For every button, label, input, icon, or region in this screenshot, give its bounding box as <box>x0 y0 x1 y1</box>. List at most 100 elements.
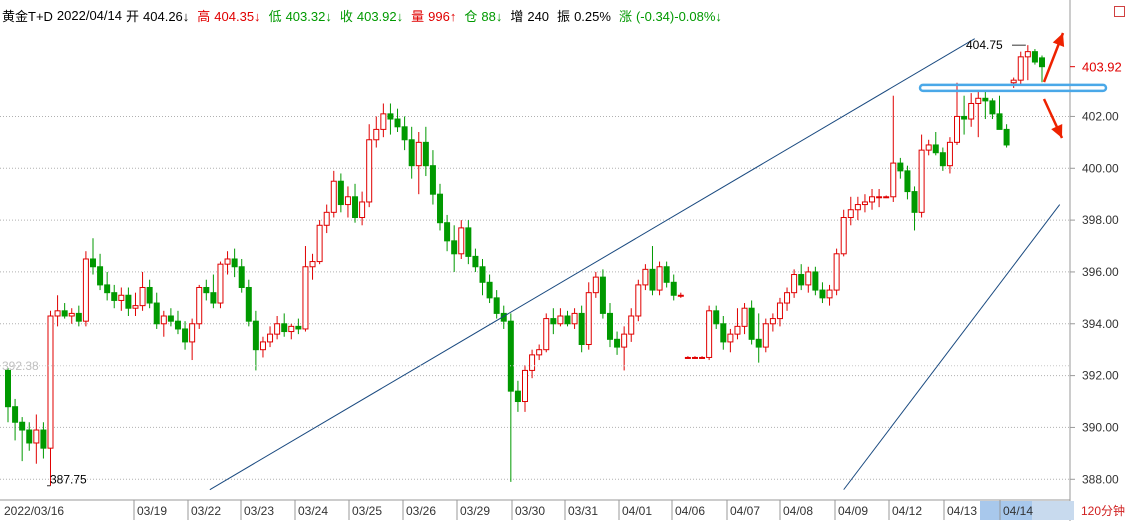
candle-body <box>217 263 224 304</box>
current-price-label: 403.92 <box>1082 60 1122 75</box>
candle-body <box>316 224 323 263</box>
candle-body <box>755 338 762 348</box>
candle-body <box>946 141 953 167</box>
candle-body <box>160 315 167 325</box>
candle-body <box>444 222 451 242</box>
candle-body <box>571 312 578 325</box>
candle-body <box>762 323 769 348</box>
candle-body <box>635 284 642 317</box>
low-value: 403.32↓ <box>285 8 332 24</box>
candle-body <box>104 284 111 294</box>
candle-body <box>869 196 876 203</box>
down-arrow-icon <box>1042 98 1064 139</box>
candle-body <box>925 144 932 151</box>
x-tick-label: 03/26 <box>406 504 436 518</box>
candle-body <box>267 333 274 343</box>
high-label: 高 <box>197 8 211 24</box>
candle-body <box>982 97 989 102</box>
candle-body <box>911 191 918 213</box>
x-tick-label: 03/22 <box>191 504 221 518</box>
candle-body <box>274 323 281 335</box>
candle-body <box>196 286 203 325</box>
candle-body <box>437 193 444 224</box>
candle-body <box>359 201 366 219</box>
candle-body <box>118 294 125 301</box>
quote-date: 2022/04/14 <box>56 7 122 23</box>
close-value: 403.92↓ <box>356 8 404 24</box>
candle-body <box>854 204 861 211</box>
candle-body <box>352 196 359 219</box>
candle-body <box>507 320 514 392</box>
candle-body <box>281 323 288 333</box>
candle-body <box>649 268 656 291</box>
candle-body <box>578 312 585 346</box>
candle-body <box>61 310 68 317</box>
high-value: 404.35↓ <box>214 8 261 24</box>
candle-body <box>295 325 302 330</box>
candle-body <box>415 141 422 167</box>
candle-body <box>805 271 812 286</box>
candle-body <box>26 429 33 444</box>
y-tick-label: 394.00 <box>1082 317 1119 331</box>
candle-body <box>684 356 691 359</box>
volume-value: 996↑ <box>428 8 457 24</box>
candle-body <box>557 315 564 325</box>
settings-icon[interactable] <box>1114 6 1125 17</box>
candle-body <box>529 354 536 371</box>
candle-body <box>812 271 819 291</box>
candle-body <box>514 390 521 403</box>
candle-body <box>791 274 798 294</box>
x-tick-label: 03/19 <box>137 504 167 518</box>
open-value: 404.26↓ <box>143 8 190 24</box>
increase-label: 增 <box>510 8 524 24</box>
y-tick-label: 398.00 <box>1082 213 1119 227</box>
candle-body <box>82 258 89 322</box>
x-tick-label: 04/09 <box>838 504 868 518</box>
y-tick-label: 388.00 <box>1082 472 1119 486</box>
candle-body <box>784 292 791 304</box>
candle-body <box>486 281 493 299</box>
candle-body <box>1017 56 1024 81</box>
candle-body <box>394 118 401 128</box>
candle-body <box>68 312 75 317</box>
candle-body <box>252 320 259 351</box>
open-interest-value: 88↓ <box>481 8 503 24</box>
candle-body <box>33 429 40 444</box>
candle-body <box>642 268 649 286</box>
period-label[interactable]: 120分钟 <box>1081 503 1125 518</box>
x-tick-label: 03/23 <box>244 504 274 518</box>
candle-body <box>776 302 783 320</box>
candle-body <box>606 312 613 340</box>
candle-body <box>210 292 217 304</box>
candle-body <box>19 421 26 431</box>
x-tick-label: 04/14 <box>1003 504 1033 518</box>
candle-body <box>309 261 316 268</box>
candle-body <box>125 294 132 309</box>
y-tick-label: 392.00 <box>1082 369 1119 383</box>
candle-body <box>819 289 826 299</box>
candle-body <box>245 286 252 322</box>
x-tick-label: 03/30 <box>515 504 545 518</box>
candle-body <box>302 266 309 330</box>
x-tick-label: 04/01 <box>622 504 652 518</box>
candle-body <box>111 292 118 301</box>
candle-body <box>408 139 415 167</box>
candle-body <box>1031 51 1038 63</box>
candle-body <box>330 180 337 213</box>
candle-body <box>139 286 146 307</box>
amplitude-label: 振 <box>557 8 571 24</box>
candle-body <box>366 139 373 203</box>
upper-trend-line <box>209 38 975 491</box>
candle-body <box>458 227 465 255</box>
candle-body <box>174 320 181 330</box>
candle-body <box>543 318 550 351</box>
candle-body <box>798 274 805 286</box>
x-tick-label: 04/08 <box>783 504 813 518</box>
candle-body <box>769 318 776 325</box>
candle-body <box>968 102 975 120</box>
low-marker-label: 387.75 <box>50 473 87 487</box>
candle-body <box>89 258 96 268</box>
x-tick-label: 03/31 <box>568 504 598 518</box>
candle-body <box>323 211 330 226</box>
